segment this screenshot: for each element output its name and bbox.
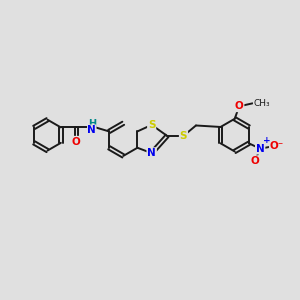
Text: O: O (72, 137, 81, 147)
Text: S: S (180, 131, 187, 141)
Text: O⁻: O⁻ (269, 141, 284, 151)
Text: +: + (263, 136, 271, 145)
Text: N: N (256, 144, 265, 154)
Text: O: O (250, 156, 259, 166)
Text: H: H (88, 119, 96, 129)
Text: S: S (148, 120, 155, 130)
Text: N: N (147, 148, 156, 158)
Text: CH₃: CH₃ (253, 99, 270, 108)
Text: N: N (87, 125, 96, 135)
Text: O: O (235, 101, 244, 111)
